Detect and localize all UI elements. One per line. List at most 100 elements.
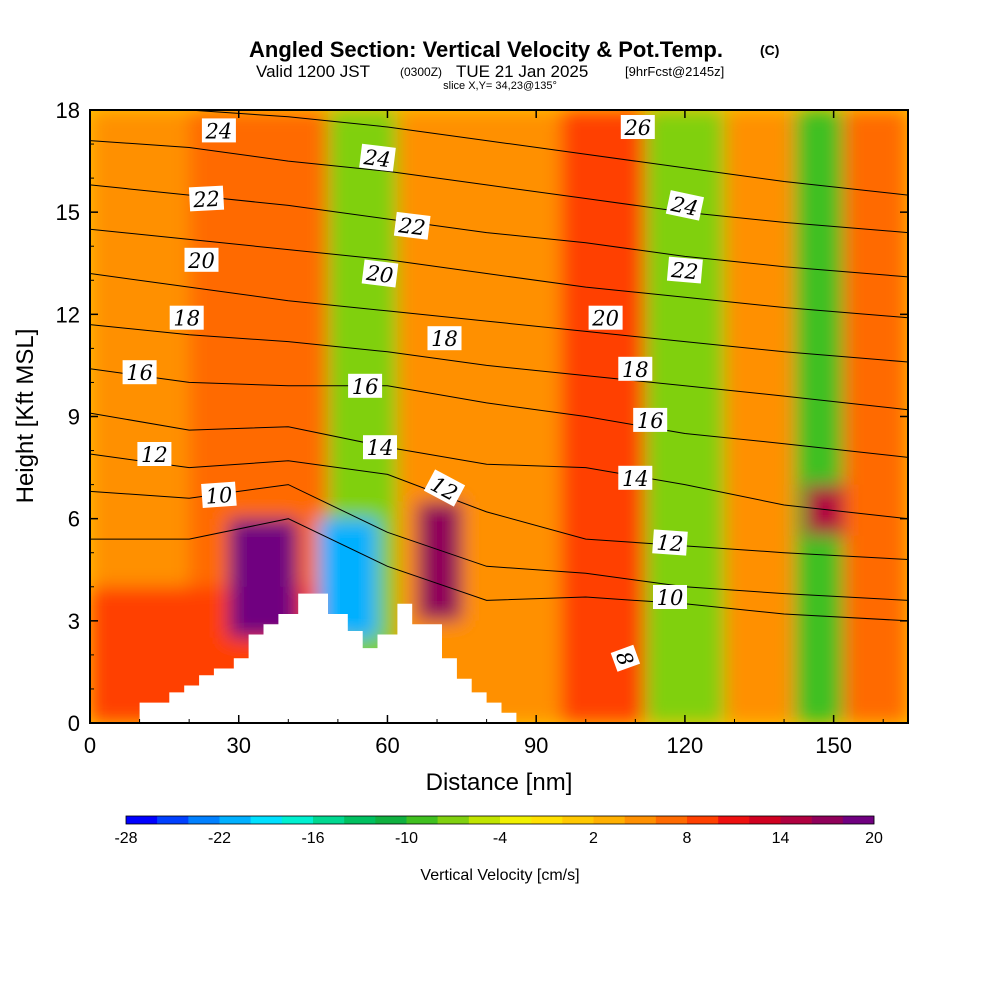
colorbar-swatch (406, 816, 438, 824)
contour-label: 12 (137, 442, 172, 467)
contour-label: 22 (393, 211, 431, 240)
colorbar-swatch (126, 816, 158, 824)
contour-label-text: 12 (656, 531, 684, 557)
theta-contour-line (90, 140, 908, 234)
colorbar-tick-label: 20 (865, 830, 883, 847)
potential-temperature-contours (90, 110, 908, 622)
valid-date: TUE 21 Jan 2025 (456, 62, 588, 81)
contour-label-box (184, 247, 219, 272)
contour-label-text: 20 (591, 307, 619, 331)
slice-label: slice X,Y= 34,23@135° (443, 80, 557, 92)
contour-label: 18 (618, 356, 653, 382)
colorbar-swatch (188, 816, 220, 824)
velocity-cell (417, 501, 462, 621)
contour-label-text: 26 (623, 116, 651, 140)
contour-label-text: 20 (187, 249, 215, 273)
contour-label: 16 (633, 407, 668, 433)
contour-label: 14 (618, 465, 653, 491)
colorbar-swatch (157, 816, 189, 824)
contour-label: 20 (184, 247, 219, 273)
contour-label-text: 18 (173, 307, 200, 331)
contour-label: 24 (201, 118, 236, 143)
contour-label-text: 24 (205, 119, 233, 143)
colorbar-swatch (437, 816, 470, 824)
contour-label-text: 18 (431, 327, 458, 351)
contour-label-text: 22 (192, 187, 221, 212)
colorbar-tick-label: -16 (301, 830, 324, 847)
colorbar-swatch (375, 816, 407, 824)
contour-label-text: 24 (668, 192, 700, 221)
contour-label-box (633, 407, 668, 432)
colorbar-tick-label: -4 (493, 830, 507, 847)
contour-label-box (393, 211, 431, 240)
velocity-cell (724, 110, 794, 723)
contour-label: 24 (665, 190, 705, 221)
y-tick-label: 3 (68, 609, 80, 634)
theta-contour-line (90, 324, 908, 411)
x-tick-label: 0 (84, 733, 96, 758)
contour-label-text: 14 (622, 467, 649, 491)
contour-label: 10 (201, 481, 237, 509)
contour-label: 24 (359, 143, 396, 172)
contour-label-text: 16 (637, 409, 664, 433)
contour-label-box (188, 185, 225, 212)
terrain-mask (90, 593, 908, 723)
colorbar-tick-label: -28 (114, 830, 137, 847)
x-tick-label: 150 (815, 733, 852, 758)
velocity-field (90, 110, 908, 723)
x-axis-label: Distance [nm] (426, 769, 573, 796)
colorbar-ticks: -28 -22 -16 -10 -4 2 8 14 20 (114, 830, 883, 847)
colorbar-swatch (780, 816, 812, 824)
x-tick-label: 30 (226, 733, 250, 758)
contour-label: 14 (363, 435, 397, 460)
velocity-cell (560, 110, 646, 723)
contour-label-box (618, 356, 653, 381)
colorbar-swatch (811, 816, 844, 824)
contour-label-box (122, 360, 157, 385)
colorbar-frame (125, 815, 875, 825)
contour-label: 26 (620, 115, 655, 140)
contour-label-text: 22 (396, 213, 426, 240)
colorbar-swatch (531, 816, 563, 824)
chart-title: Angled Section: Vertical Velocity & Pot.… (249, 37, 723, 62)
colorbar-swatch (562, 816, 594, 824)
contour-label: 20 (588, 305, 623, 331)
contour-label-text: 12 (141, 443, 168, 467)
contour-label: 16 (348, 373, 383, 399)
colorbar-label: Vertical Velocity [cm/s] (420, 867, 579, 884)
contour-label: 12 (652, 529, 688, 556)
contour-label-box (588, 305, 623, 330)
theta-contour-line (90, 368, 908, 458)
contour-label-box (201, 118, 236, 143)
valid-utc: (0300Z) (400, 65, 442, 79)
theta-contour-line (90, 412, 908, 520)
colorbar-swatch (655, 816, 688, 824)
contour-label-box (618, 465, 653, 490)
x-tick-label: 90 (524, 733, 548, 758)
x-tick-label: 120 (667, 733, 704, 758)
contour-label-text: 16 (126, 361, 153, 385)
colorbar (125, 815, 875, 825)
contour-label: 10 (653, 585, 687, 610)
contour-label: 20 (361, 259, 399, 288)
velocity-cell (843, 110, 908, 723)
colorbar-swatch (842, 816, 875, 824)
velocity-cell (803, 484, 844, 536)
forecast-label: [9hrFcst@2145z] (625, 64, 724, 79)
theta-contour-line (90, 110, 908, 196)
colorbar-swatch (468, 816, 501, 824)
theta-contour-line (90, 518, 908, 622)
contour-label: 22 (666, 256, 703, 284)
contour-label: 18 (169, 305, 204, 331)
colorbar-swatch (250, 816, 283, 824)
colorbar-tick-label: -10 (395, 830, 418, 847)
plot-area: 24 22 20 18 16 12 10 24 22 20 18 16 14 12 26 24 22 20 18 16… (90, 110, 908, 723)
contour-label-box (348, 373, 383, 398)
contour-label-text: 22 (669, 258, 699, 284)
colorbar-swatch (687, 816, 719, 824)
contour-label-box (201, 481, 237, 508)
y-tick-label: 18 (56, 98, 80, 123)
colorbar-swatch (718, 816, 750, 824)
colorbar-tick-label: -22 (208, 830, 231, 847)
